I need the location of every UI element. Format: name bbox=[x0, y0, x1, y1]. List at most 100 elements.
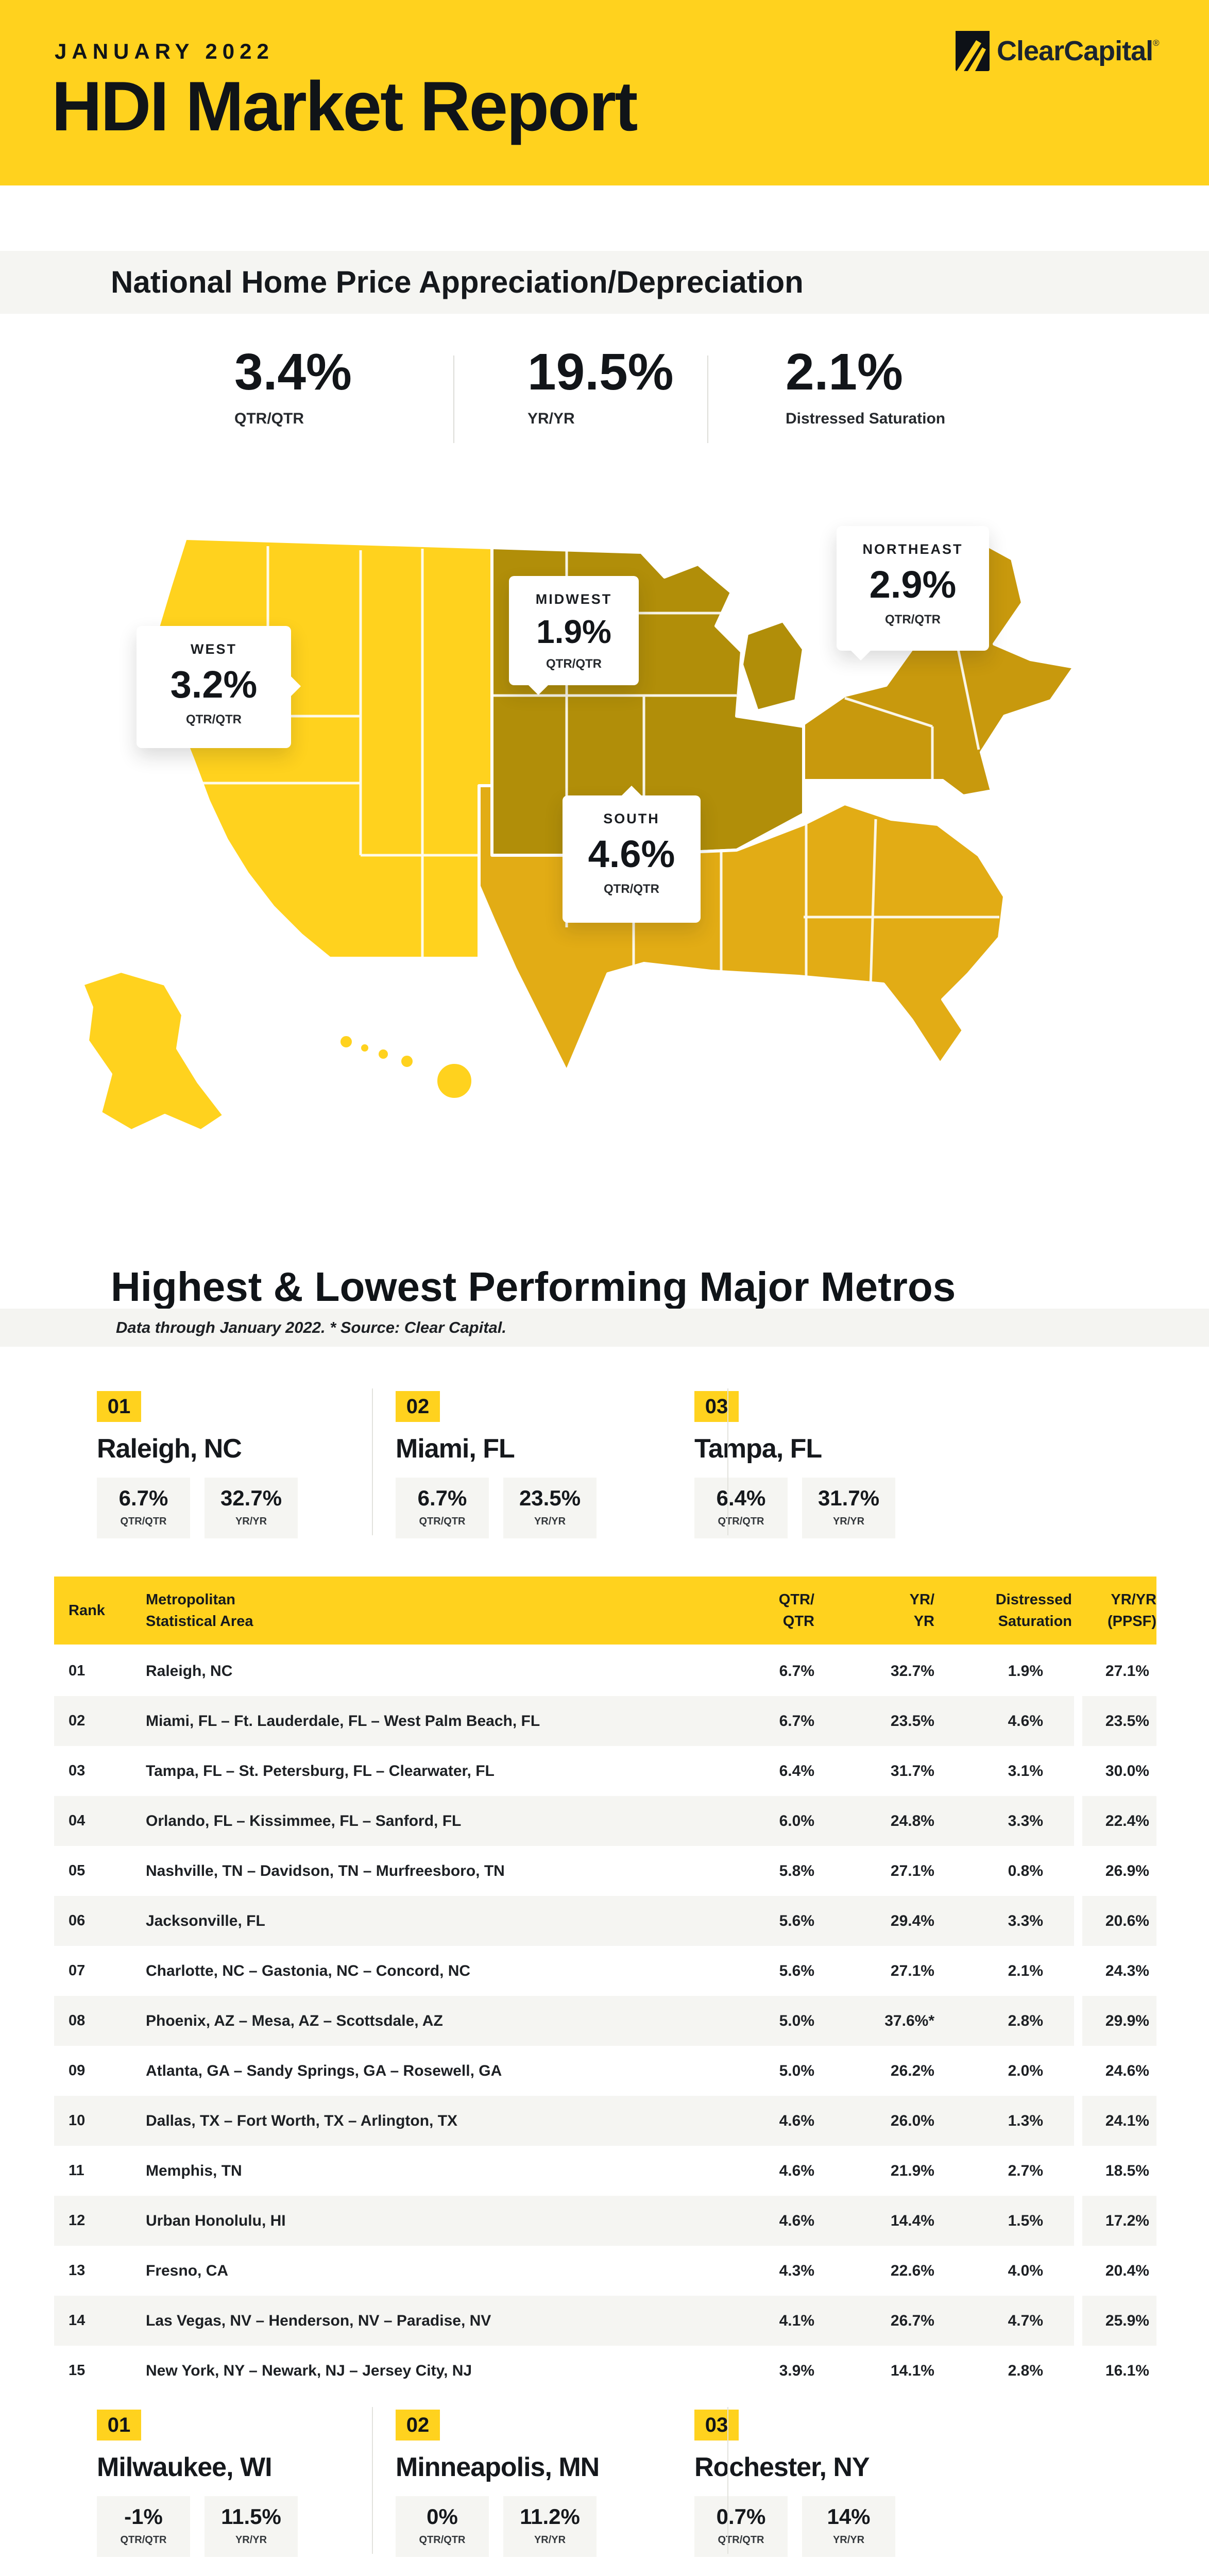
row-yr-value: 26.0% bbox=[822, 2096, 943, 2146]
callout-midwest-value: 1.9% bbox=[536, 613, 611, 650]
table-row: 07 Charlotte, NC – Gastonia, NC – Concord… bbox=[54, 1946, 1156, 1996]
row-metro: Dallas, TX – Fort Worth, TX – Arlington,… bbox=[146, 2096, 724, 2146]
card-city: Rochester, NY bbox=[694, 2452, 870, 2482]
row-qtr-value: 3.9% bbox=[779, 2362, 814, 2379]
row-rank: 03 bbox=[69, 1762, 86, 1779]
metros-title: Highest & Lowest Performing Major Metros bbox=[111, 1264, 956, 1310]
table-row: 10 Dallas, TX – Fort Worth, TX – Arlingto… bbox=[54, 2096, 1156, 2146]
card-yr-label: YR/YR bbox=[832, 2534, 865, 2546]
map-region-west bbox=[153, 537, 493, 960]
row-qtr-value: 4.1% bbox=[724, 2296, 822, 2346]
card-city: Miami, FL bbox=[396, 1434, 515, 1464]
row-qtr-value: 4.6% bbox=[779, 2162, 814, 2179]
row-ppsf-value: 23.5% bbox=[1074, 1696, 1156, 1746]
row-metro: Atlanta, GA – Sandy Springs, GA – Rosewe… bbox=[146, 2062, 502, 2079]
card-city: Milwaukee, WI bbox=[97, 2452, 273, 2482]
card-yr-value: 14% bbox=[827, 2504, 871, 2529]
logo-registered-mark: ® bbox=[1153, 38, 1159, 48]
row-yr-value: 37.6%* bbox=[822, 1996, 943, 2046]
card-divider bbox=[727, 2407, 728, 2554]
card-qtr-stat: 6.7% QTR/QTR bbox=[396, 1478, 489, 1538]
highest-card: 01 Raleigh, NC 6.7% QTR/QTR 32.7% YR/YR bbox=[97, 1391, 396, 1538]
row-metro: Miami, FL – Ft. Lauderdale, FL – West Pa… bbox=[146, 1696, 724, 1746]
row-distressed-value: 4.7% bbox=[943, 2296, 1074, 2346]
callout-south-label: QTR/QTR bbox=[604, 882, 659, 896]
card-qtr-value: -1% bbox=[124, 2504, 163, 2529]
callout-northeast-value: 2.9% bbox=[869, 563, 957, 606]
row-rank: 08 bbox=[54, 1996, 146, 2046]
rank-badge: 02 bbox=[396, 2410, 440, 2441]
row-ppsf-value: 24.3% bbox=[1074, 1946, 1156, 1996]
card-yr-value: 31.7% bbox=[818, 1486, 880, 1510]
card-qtr-stat: -1% QTR/QTR bbox=[97, 2496, 190, 2557]
card-city: Minneapolis, MN bbox=[396, 2452, 600, 2482]
row-metro: Memphis, TN bbox=[146, 2162, 242, 2179]
card-city: Tampa, FL bbox=[694, 1434, 822, 1464]
callout-northeast-name: NORTHEAST bbox=[862, 541, 963, 557]
table-row: 03 Tampa, FL – St. Petersburg, FL – Clear… bbox=[54, 1746, 1156, 1796]
card-yr-stat: 32.7% YR/YR bbox=[205, 1478, 298, 1538]
table-row: 01 Raleigh, NC 6.7% 32.7% 1.9% 27.1% bbox=[54, 1646, 1156, 1696]
row-yr-value: 21.9% bbox=[890, 2162, 934, 2179]
row-yr-value: 14.4% bbox=[822, 2196, 943, 2246]
row-qtr-value: 6.7% bbox=[779, 1662, 814, 1680]
row-distressed-value: 3.3% bbox=[943, 1896, 1074, 1946]
table-row: 02 Miami, FL – Ft. Lauderdale, FL – West … bbox=[54, 1696, 1156, 1746]
row-rank: 11 bbox=[69, 2162, 84, 2179]
card-qtr-value: 0% bbox=[427, 2504, 458, 2529]
card-qtr-label: QTR/QTR bbox=[120, 1516, 167, 1527]
row-metro: Las Vegas, NV – Henderson, NV – Paradise… bbox=[146, 2296, 724, 2346]
col-qtr: QTR/QTR bbox=[778, 1591, 814, 1630]
card-qtr-label: QTR/QTR bbox=[718, 2534, 764, 2546]
row-ppsf-value: 29.9% bbox=[1074, 1996, 1156, 2046]
row-yr-value: 26.2% bbox=[890, 2062, 934, 2079]
table-row: 05 Nashville, TN – Davidson, TN – Murfree… bbox=[54, 1846, 1156, 1896]
card-yr-stat: 23.5% YR/YR bbox=[503, 1478, 597, 1538]
row-qtr-value: 5.6% bbox=[779, 1962, 814, 1979]
callout-west-name: WEST bbox=[191, 641, 237, 657]
row-qtr-value: 4.6% bbox=[724, 2196, 822, 2246]
row-rank: 02 bbox=[54, 1696, 146, 1746]
card-yr-value: 23.5% bbox=[519, 1486, 581, 1510]
map-region-west-hawaii bbox=[337, 1033, 474, 1101]
row-rank: 04 bbox=[54, 1796, 146, 1846]
card-qtr-value: 6.4% bbox=[716, 1486, 766, 1510]
row-distressed-value: 1.5% bbox=[943, 2196, 1074, 2246]
highest-table-body: 01 Raleigh, NC 6.7% 32.7% 1.9% 27.1% 02 Miami, … bbox=[54, 1646, 1156, 2396]
table-row: 13 Fresno, CA 4.3% 22.6% 4.0% 20.4% bbox=[54, 2246, 1156, 2296]
highest-card: 03 Tampa, FL 6.4% QTR/QTR 31.7% YR/YR bbox=[694, 1391, 993, 1538]
national-stat-qtr: 3.4% QTR/QTR bbox=[234, 346, 352, 428]
row-metro: Nashville, TN – Davidson, TN – Murfreesb… bbox=[146, 1862, 505, 1879]
row-ppsf-value: 20.6% bbox=[1074, 1896, 1156, 1946]
col-yr: YR/YR bbox=[909, 1591, 934, 1630]
national-stat-qtr-value: 3.4% bbox=[234, 343, 352, 401]
card-qtr-value: 6.7% bbox=[118, 1486, 168, 1510]
row-yr-value: 14.1% bbox=[890, 2362, 934, 2379]
card-qtr-value: 6.7% bbox=[417, 1486, 467, 1510]
row-yr-value: 24.8% bbox=[822, 1796, 943, 1846]
table-row: 08 Phoenix, AZ – Mesa, AZ – Scottsdale, A… bbox=[54, 1996, 1156, 2046]
highest-card: 02 Miami, FL 6.7% QTR/QTR 23.5% YR/YR bbox=[396, 1391, 694, 1538]
rank-badge: 02 bbox=[396, 1391, 440, 1422]
card-qtr-label: QTR/QTR bbox=[419, 1516, 466, 1527]
card-yr-value: 11.2% bbox=[520, 2504, 580, 2529]
metros-subtitle: Data through January 2022. * Source: Cle… bbox=[116, 1318, 507, 1336]
row-rank: 07 bbox=[69, 1962, 86, 1979]
lowest-card: 02 Minneapolis, MN 0% QTR/QTR 11.2% YR/YR bbox=[396, 2410, 694, 2557]
callout-south-name: SOUTH bbox=[603, 811, 660, 826]
callout-northeast: NORTHEAST 2.9% QTR/QTR bbox=[837, 526, 989, 661]
row-yr-value: 27.1% bbox=[890, 1962, 934, 1979]
card-yr-value: 32.7% bbox=[220, 1486, 282, 1510]
row-yr-value: 23.5% bbox=[822, 1696, 943, 1746]
card-qtr-value: 0.7% bbox=[716, 2504, 766, 2529]
card-qtr-stat: 0.7% QTR/QTR bbox=[694, 2496, 788, 2557]
row-distressed-value: 4.6% bbox=[943, 1696, 1074, 1746]
header-banner: JANUARY 2022 HDI Market Report ClearCapi… bbox=[0, 0, 1209, 185]
highest-table-header: Rank Metropolitan Statistical Area QTR/QT… bbox=[54, 1577, 1156, 1645]
row-qtr-value: 5.0% bbox=[724, 1996, 822, 2046]
row-ppsf-value: 26.9% bbox=[1074, 1846, 1156, 1896]
callout-west-value: 3.2% bbox=[170, 663, 258, 706]
table-row: 11 Memphis, TN 4.6% 21.9% 2.7% 18.5% bbox=[54, 2146, 1156, 2196]
row-qtr-value: 6.4% bbox=[779, 1762, 814, 1780]
row-ppsf-value: 17.2% bbox=[1074, 2196, 1156, 2246]
